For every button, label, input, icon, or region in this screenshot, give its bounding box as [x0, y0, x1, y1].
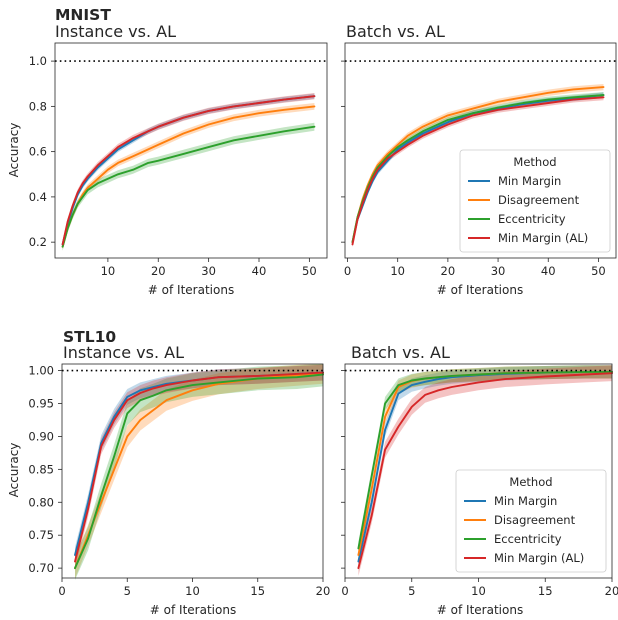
legend-box [455, 469, 607, 573]
legend: Method Min Margin Disagreement Eccentricity… [459, 149, 611, 253]
x-tick-label: 5 [124, 584, 131, 598]
legend-label: Disagreement [498, 193, 580, 207]
series-line-3 [351, 96, 605, 246]
x-tick-label: 30 [491, 264, 506, 278]
x-tick-label: 20 [441, 264, 456, 278]
series-line-1 [61, 105, 316, 248]
legend-label: Min Margin [498, 174, 561, 188]
axes-frame [344, 42, 617, 259]
x-tick-label: 5 [408, 584, 415, 598]
x-tick-label: 15 [538, 584, 553, 598]
x-tick-label: 10 [471, 584, 486, 598]
chart-panel-mnist-batch: Batch vs. AL # of Iterations 0 10 20 30 40 50… [341, 22, 617, 297]
y-tick-label: 0.2 [29, 235, 47, 249]
legend-title: Method [513, 155, 556, 169]
series-line-3 [357, 372, 613, 570]
y-tick-label: 0.75 [28, 528, 54, 542]
x-tick-label: 20 [316, 584, 331, 598]
x-axis-label: # of Iterations [437, 603, 523, 617]
x-tick-label: 30 [201, 264, 216, 278]
axes-frame [54, 42, 328, 259]
x-axis-label: # of Iterations [437, 283, 523, 297]
x-tick-label: 10 [390, 264, 405, 278]
x-tick-label: 50 [302, 264, 317, 278]
x-tick-label: 0 [58, 584, 65, 598]
group-title: STL10 [63, 328, 116, 346]
panel-title: Instance vs. AL [55, 22, 176, 41]
y-tick-label: 0.4 [29, 190, 47, 204]
chart-panel-mnist-instance: MNIST Instance vs. AL Accuracy # of Iter… [7, 6, 328, 297]
x-tick-label: 10 [101, 264, 116, 278]
panel-title: Instance vs. AL [63, 343, 184, 362]
legend-label: Min Margin [494, 494, 557, 508]
x-tick-label: 10 [185, 584, 200, 598]
y-tick-label: 0.80 [28, 495, 54, 509]
legend-label: Disagreement [494, 513, 576, 527]
legend-box [459, 149, 611, 253]
panel-title: Batch vs. AL [346, 22, 445, 41]
legend-label: Min Margin (AL) [494, 551, 584, 565]
y-tick-label: 0.85 [28, 462, 54, 476]
series-line-2 [74, 373, 324, 570]
group-title: MNIST [55, 6, 111, 24]
y-tick-label: 1.0 [29, 54, 47, 68]
x-tick-label: 20 [605, 584, 618, 598]
chart-panel-stl10-batch: Batch vs. AL # of Iterations 0 5 10 15 20 Met… [341, 343, 618, 617]
x-tick-label: 40 [252, 264, 267, 278]
y-tick-label: 0.8 [29, 99, 47, 113]
chart-panel-stl10-instance: STL10 Instance vs. AL Accuracy # of Iter… [7, 328, 330, 617]
legend-title: Method [509, 475, 552, 489]
y-tick-label: 0.90 [28, 429, 54, 443]
x-tick-label: 50 [591, 264, 606, 278]
x-tick-label: 15 [250, 584, 265, 598]
series-line-2 [357, 370, 613, 550]
x-tick-label: 0 [344, 264, 351, 278]
legend-label: Eccentricity [498, 212, 566, 226]
panel-title: Batch vs. AL [351, 343, 450, 362]
series-band-2 [62, 122, 315, 251]
legend-label: Min Margin (AL) [498, 231, 588, 245]
legend: Method Min Margin Disagreement Eccentricity… [455, 469, 607, 573]
y-tick-label: 1.00 [28, 364, 54, 378]
y-axis-label: Accuracy [7, 123, 21, 178]
series-line-3 [74, 371, 324, 563]
series-line-2 [61, 125, 316, 248]
x-tick-label: 40 [541, 264, 556, 278]
y-axis-label: Accuracy [7, 443, 21, 498]
y-tick-label: 0.6 [29, 145, 47, 159]
series-band-1 [75, 364, 323, 579]
legend-label: Eccentricity [494, 532, 562, 546]
series-line-3 [61, 95, 316, 246]
x-tick-label: 0 [341, 584, 348, 598]
y-tick-label: 0.95 [28, 397, 54, 411]
x-axis-label: # of Iterations [150, 603, 236, 617]
series-band-2 [75, 364, 323, 580]
x-axis-label: # of Iterations [148, 283, 234, 297]
y-tick-label: 0.70 [28, 561, 54, 575]
x-tick-label: 20 [151, 264, 166, 278]
